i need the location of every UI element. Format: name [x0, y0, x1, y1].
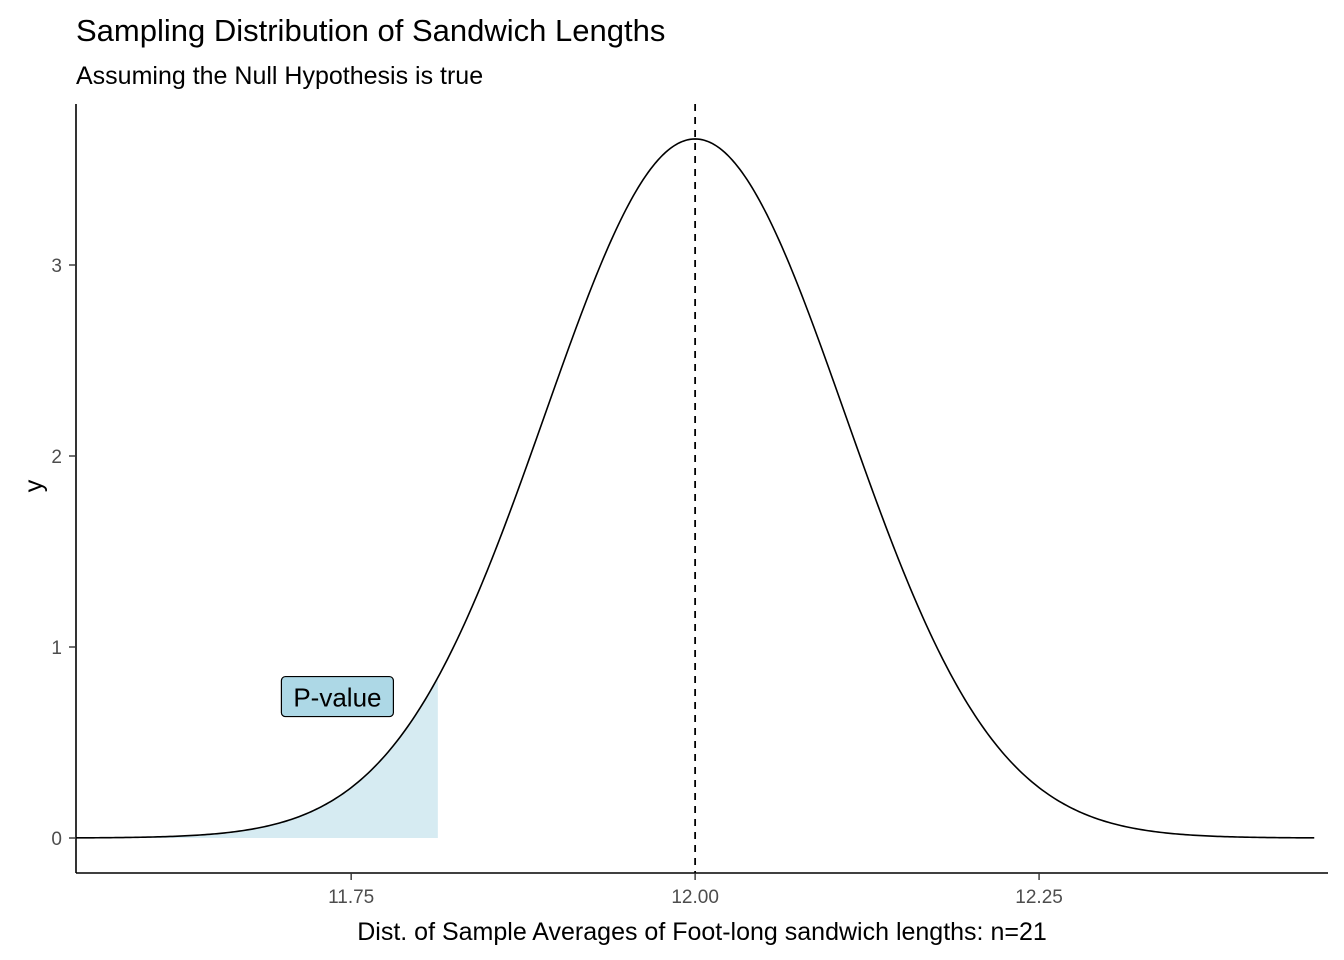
y-tick-label: 2 — [51, 447, 62, 468]
chart-subtitle: Assuming the Null Hypothesis is true — [76, 62, 483, 90]
y-tick-label: 1 — [51, 638, 62, 659]
x-tick-label: 12.00 — [671, 887, 719, 908]
y-axis-ticks: 0 1 2 3 — [51, 256, 76, 850]
x-axis-ticks: 11.75 12.00 12.25 — [328, 873, 1063, 908]
p-value-label-box — [280, 675, 395, 718]
x-tick-label: 11.75 — [328, 887, 374, 908]
x-tick-label: 12.25 — [1015, 887, 1063, 908]
p-value-label: P-value — [293, 683, 381, 713]
x-axis-title: Dist. of Sample Averages of Foot-long sa… — [357, 918, 1047, 946]
chart-title: Sampling Distribution of Sandwich Length… — [76, 13, 665, 48]
y-axis-title: y — [20, 479, 48, 492]
y-tick-label: 3 — [51, 256, 62, 277]
plot-area: P-value — [75, 104, 1315, 873]
p-value-region — [76, 677, 438, 838]
y-tick-label: 0 — [51, 829, 62, 850]
density-curve — [75, 138, 1315, 839]
